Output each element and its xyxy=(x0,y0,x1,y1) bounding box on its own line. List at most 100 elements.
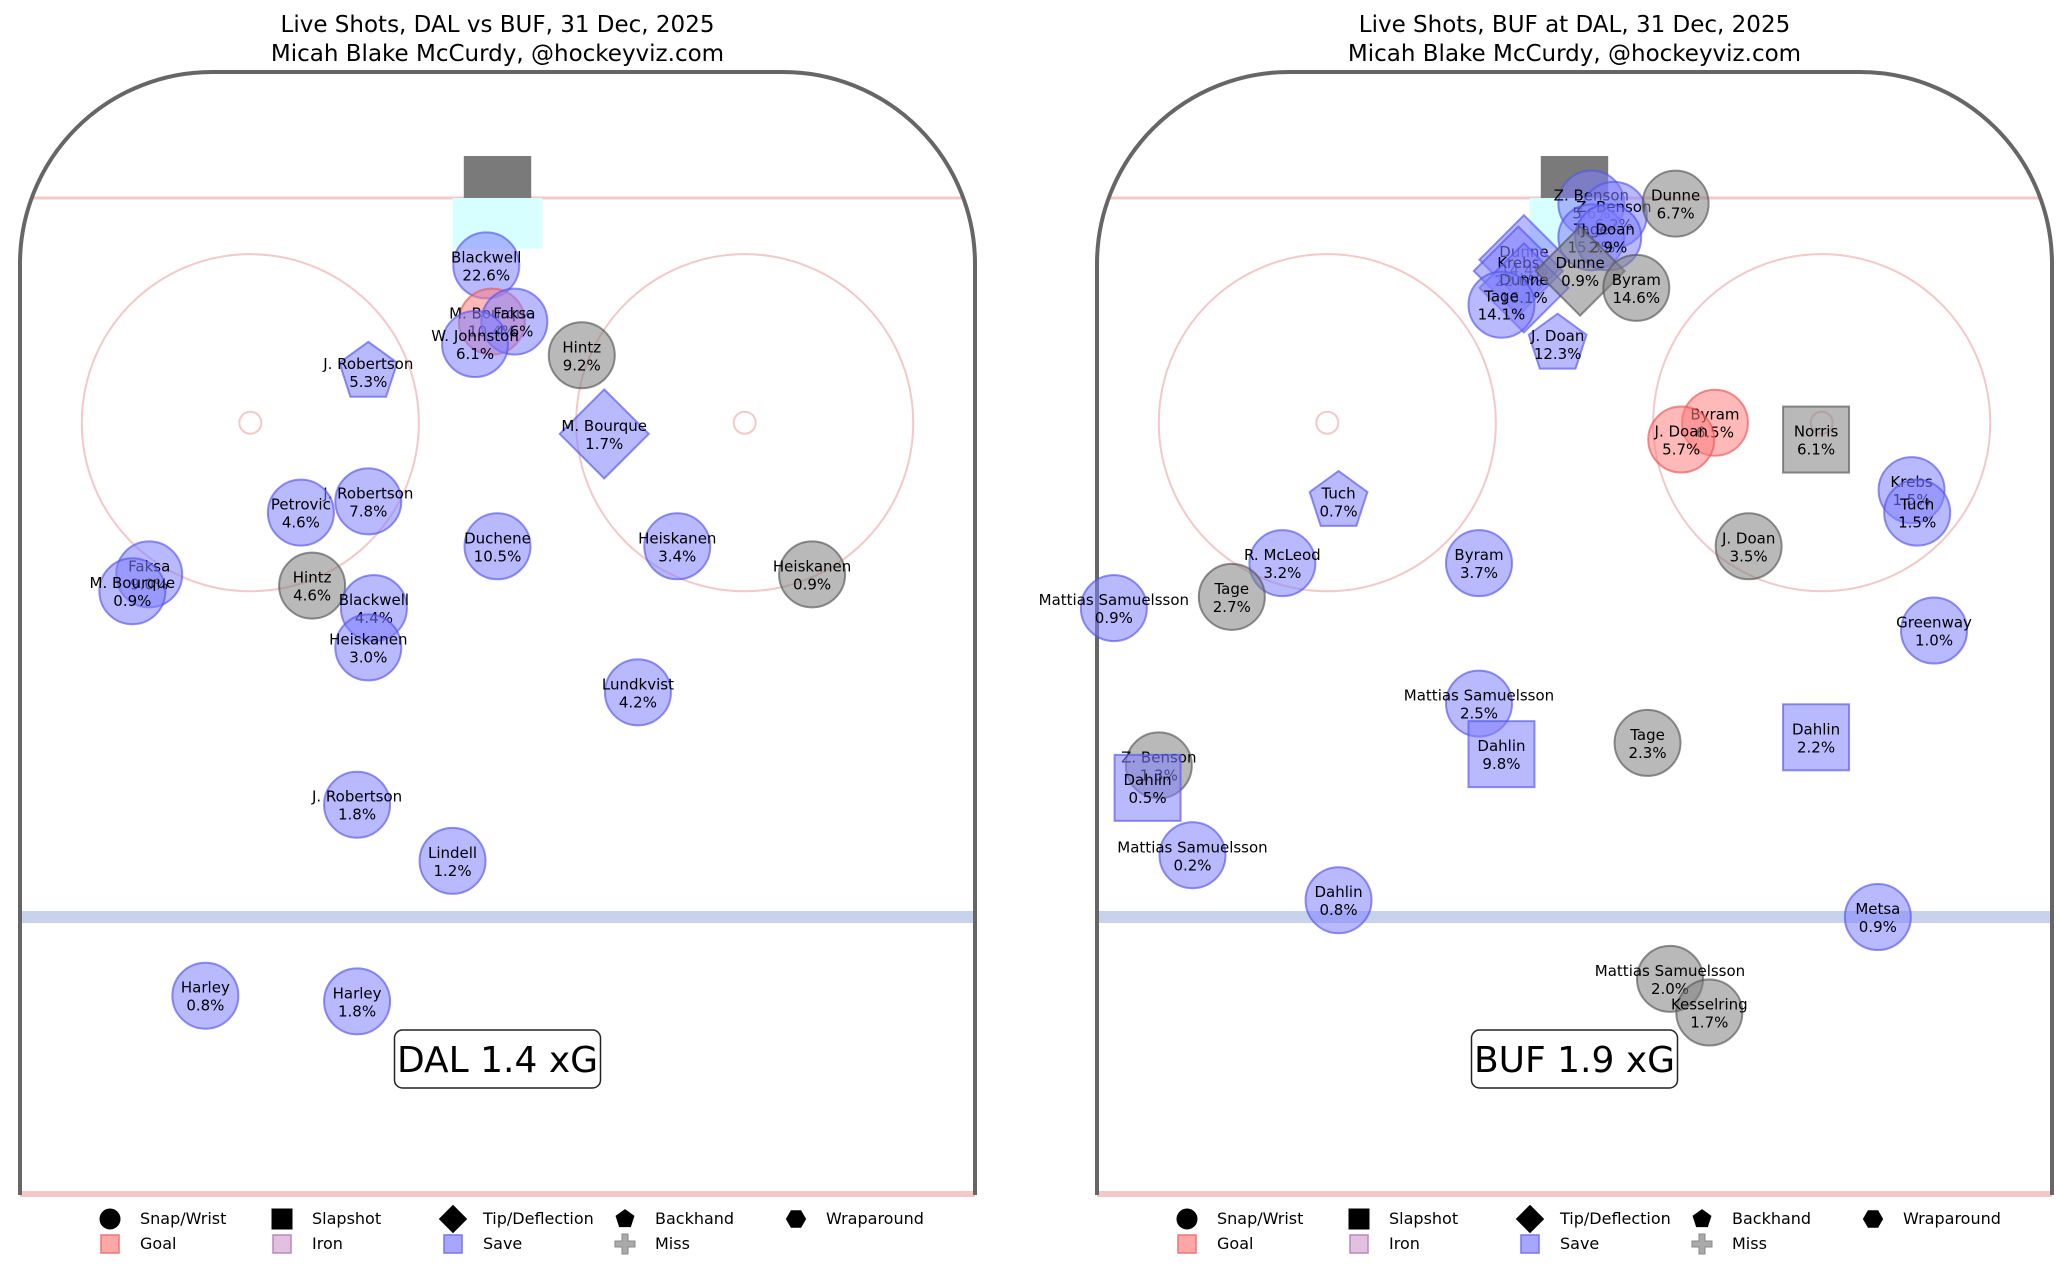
shot-xg-label: 0.9% xyxy=(793,575,831,593)
legend-label: Slapshot xyxy=(1389,1209,1458,1228)
legend: Snap/Wrist Slapshot Tip/Deflection Backhand… xyxy=(99,1204,924,1255)
legend-pentagon-icon xyxy=(1692,1209,1712,1228)
shot-player-label: Dahlin xyxy=(1792,720,1840,738)
xg-summary-label: DAL 1.4 xG xyxy=(397,1040,598,1081)
legend-label: Slapshot xyxy=(312,1209,381,1228)
shot-xg-label: 6.7% xyxy=(1657,205,1695,223)
legend-label: Wraparound xyxy=(1903,1209,2001,1228)
shot-player-label: J. Robertson xyxy=(322,484,413,502)
legend-label: Iron xyxy=(1389,1234,1420,1253)
faceoff-dot xyxy=(1315,410,1340,435)
shot-player-label: Heiskanen xyxy=(329,630,407,648)
shot-marker xyxy=(441,310,510,379)
shot-xg-label: 14.1% xyxy=(1478,306,1526,324)
shot-player-label: Greenway xyxy=(1896,614,1972,632)
shot-player-label: Tage xyxy=(1214,580,1250,598)
legend-miss-icon xyxy=(614,1233,636,1255)
shot-player-label: Metsa xyxy=(1855,900,1900,918)
shot-player-label: Faksa xyxy=(493,305,535,323)
legend: Snap/Wrist Slapshot Tip/Deflection Backhand… xyxy=(1176,1204,2001,1255)
xg-summary-box xyxy=(1470,1029,1679,1089)
shot-marker xyxy=(1308,469,1369,527)
shot-player-label: Lundkvist xyxy=(602,675,674,693)
legend-label: Tip/Deflection xyxy=(1559,1209,1671,1228)
shot-xg-label: 1.0% xyxy=(1915,632,1953,650)
shot-xg-label: 3.5% xyxy=(1730,547,1768,565)
legend-label: Miss xyxy=(655,1234,690,1253)
shot-marker xyxy=(1647,405,1716,474)
shot-marker xyxy=(1527,312,1588,370)
legend-label: Goal xyxy=(1217,1234,1253,1253)
shot-player-label: Petrovic xyxy=(271,496,331,514)
shot-marker xyxy=(1900,596,1969,665)
shot-player-label: Mattias Samuelsson xyxy=(1117,838,1267,856)
shot-player-label: Harley xyxy=(181,979,230,997)
shot-xg-label: 6.1% xyxy=(1797,441,1835,459)
shot-xg-label: 10.5% xyxy=(474,547,522,565)
legend-circle-icon xyxy=(99,1208,121,1230)
shot-player-label: Heiskanen xyxy=(773,557,851,575)
shot-xg-label: 5.7% xyxy=(1662,441,1700,459)
shot-player-label: R. McLeod xyxy=(1244,546,1321,564)
shot-xg-label: 1.2% xyxy=(434,862,472,880)
shot-player-label: Lindell xyxy=(428,844,477,862)
faceoff-dot xyxy=(238,410,263,435)
shot-xg-label: 0.2% xyxy=(1173,856,1211,874)
shot-xg-label: 4.6% xyxy=(293,587,331,605)
legend-label: Backhand xyxy=(1732,1209,1811,1228)
blue-line xyxy=(20,911,975,923)
shot-player-label: Blackwell xyxy=(451,248,521,266)
shot-player-label: Dunne xyxy=(1555,254,1604,272)
shot-marker xyxy=(171,961,240,1030)
shot-xg-label: 22.6% xyxy=(462,266,510,284)
legend-diamond-icon xyxy=(438,1204,468,1234)
shot-player-label: M. Bourque xyxy=(561,417,647,435)
shot-marker xyxy=(1113,753,1182,822)
shot-player-label: J. Doan xyxy=(1721,529,1775,547)
shot-marker xyxy=(1843,883,1912,952)
rink-boards xyxy=(18,70,977,1195)
shot-marker xyxy=(418,826,487,895)
shot-marker xyxy=(1248,529,1317,598)
rink-boards xyxy=(1095,70,2054,1195)
shot-xg-label: 0.9% xyxy=(1561,272,1599,290)
shot-marker xyxy=(643,512,712,581)
shot-player-label: Dahlin xyxy=(1124,771,1172,789)
legend-iron-icon xyxy=(272,1234,292,1254)
shot-marker xyxy=(778,540,847,609)
legend-label: Backhand xyxy=(655,1209,734,1228)
shot-marker xyxy=(1304,866,1373,935)
chart-title: Live Shots, BUF at DAL, 31 Dec, 2025 xyxy=(1359,12,1790,38)
legend-hexagon-icon xyxy=(1862,1210,1884,1228)
shot-xg-label: 14.6% xyxy=(1612,289,1660,307)
shot-xg-label: 12.3% xyxy=(1534,345,1582,363)
shot-player-label: Dunne xyxy=(1651,187,1700,205)
legend-label: Miss xyxy=(1732,1234,1767,1253)
shot-marker xyxy=(558,387,651,480)
shot-marker xyxy=(334,467,403,536)
shot-marker xyxy=(1641,169,1710,238)
shot-xg-label: 4.6% xyxy=(282,514,320,532)
shot-player-label: Mattias Samuelsson xyxy=(1404,687,1554,705)
legend-label: Save xyxy=(1560,1234,1599,1253)
shot-marker xyxy=(323,770,392,839)
legend-label: Wraparound xyxy=(826,1209,924,1228)
shot-marker xyxy=(1675,978,1744,1047)
rink-panel-1: Live Shots, DAL vs BUF, 31 Dec, 2025 Mica… xyxy=(18,12,977,1255)
legend-label: Goal xyxy=(140,1234,176,1253)
shot-markers: Z. Benson5.6%Z. Benson6.2%Dunne6.7%Tage1… xyxy=(1039,169,1972,1047)
legend-label: Snap/Wrist xyxy=(140,1209,226,1228)
shot-marker xyxy=(1445,529,1513,598)
shot-xg-label: 1.7% xyxy=(1690,1014,1728,1032)
shot-player-label: J. Robertson xyxy=(311,788,402,806)
legend-hexagon-icon xyxy=(785,1210,807,1228)
shot-marker xyxy=(266,478,335,547)
shot-marker xyxy=(338,340,399,398)
shot-marker xyxy=(1467,720,1536,789)
shot-xg-label: 2.3% xyxy=(1628,744,1666,762)
legend-iron-icon xyxy=(1349,1234,1369,1254)
shot-marker xyxy=(1883,478,1952,547)
shot-player-label: Blackwell xyxy=(339,591,409,609)
